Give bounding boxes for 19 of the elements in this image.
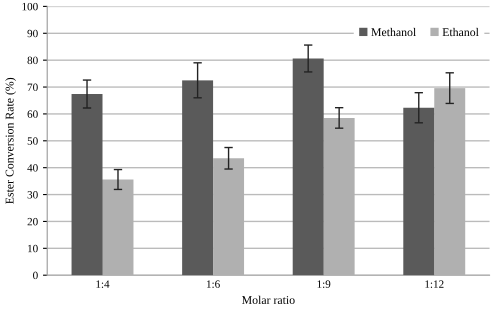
y-tick-label: 90 [27, 30, 38, 38]
y-tick-label: 70 [28, 84, 38, 92]
x-axis-title: Molar ratio [242, 296, 295, 304]
y-tick-label: 100 [22, 2, 38, 10]
y-axis-title: Ester Conversion Rate (%) [5, 78, 16, 204]
y-tick-label: 80 [28, 56, 38, 64]
y-tick-label: 10 [28, 244, 38, 252]
x-tick-label: 1:6 [206, 280, 220, 288]
y-tick-label: 60 [28, 110, 38, 118]
x-tick-label: 1:9 [318, 280, 330, 288]
y-tick-label: 30 [28, 191, 38, 199]
y-tick-label: 20 [28, 218, 38, 226]
y-tick-label: 40 [27, 164, 38, 172]
y-tick-label: 50 [28, 137, 38, 145]
y-tick-label: 0 [33, 272, 38, 280]
legend-label: Methanol [371, 28, 416, 36]
x-tick-label: 1:12 [425, 280, 444, 288]
x-tick-label: 1:4 [96, 280, 110, 288]
legend-label: Ethanol [442, 28, 479, 36]
